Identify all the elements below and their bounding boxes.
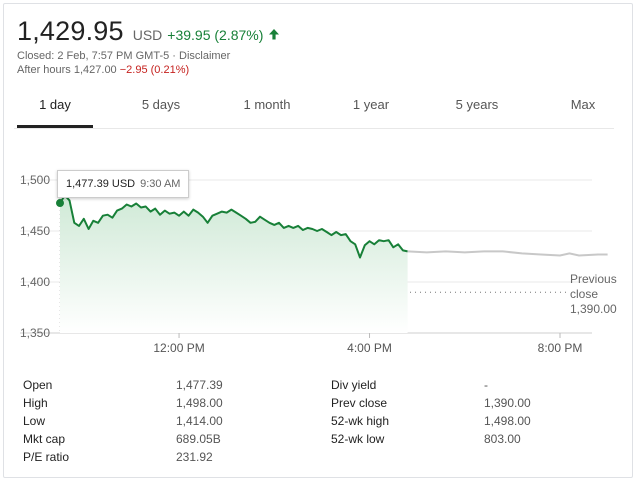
up-arrow-icon <box>269 29 280 40</box>
previous-close-value: 1,390.00 <box>570 302 617 316</box>
stat-row: Prev close 1,390.00 <box>331 394 531 412</box>
tab-5-years[interactable]: 5 years <box>455 97 499 112</box>
after-hours-line <box>407 250 608 257</box>
active-tab-indicator <box>17 125 93 128</box>
price-tooltip: 1,477.39 USD 9:30 AM <box>57 170 190 198</box>
stat-value: 803.00 <box>484 432 521 446</box>
y-tick-label: 1,450 <box>20 224 50 238</box>
closed-status: Closed: 2 Feb, 7:57 PM GMT-5 · Disclaime… <box>17 50 231 62</box>
stat-value: - <box>484 378 488 392</box>
x-tick-label: 12:00 PM <box>153 341 204 355</box>
stat-value: 231.92 <box>176 450 213 464</box>
price-change: +39.95 (2.87%) <box>167 27 264 43</box>
range-tabs: 1 day 5 days 1 month 1 year 5 years Max <box>14 90 614 129</box>
stat-value: 1,498.00 <box>484 414 531 428</box>
tab-1-month[interactable]: 1 month <box>243 97 291 112</box>
y-tick-label: 1,350 <box>20 326 50 340</box>
stat-value: 1,414.00 <box>176 414 223 428</box>
y-tick-label: 1,500 <box>20 173 50 187</box>
regular-session-line <box>59 194 408 259</box>
stat-label: Prev close <box>331 396 388 410</box>
stat-row: High 1,498.00 <box>23 394 223 412</box>
stat-label: 52-wk high <box>331 414 390 428</box>
y-tick-label: 1,400 <box>20 275 50 289</box>
stat-row: Open 1,477.39 <box>23 376 223 394</box>
tab-max[interactable]: Max <box>570 97 596 112</box>
tooltip-time: 9:30 AM <box>140 178 181 190</box>
open-marker-dot <box>56 199 64 208</box>
currency-label: USD <box>132 27 163 43</box>
stat-row: P/E ratio 231.92 <box>23 448 223 466</box>
stat-label: High <box>23 396 48 410</box>
regular-session-area <box>60 195 408 333</box>
previous-close-label: Previous close 1,390.00 <box>570 272 630 317</box>
after-hours-price: After hours 1,427.00 <box>17 64 117 76</box>
stat-label: 52-wk low <box>331 432 385 446</box>
stat-label: P/E ratio <box>23 450 70 464</box>
price-chart[interactable]: 1,500 1,450 1,400 1,350 12:00 PM 4:00 PM 8:00 … <box>0 160 639 360</box>
tab-1-day[interactable]: 1 day <box>39 97 71 112</box>
tooltip-value: 1,477.39 USD <box>66 178 136 190</box>
after-hours-line: After hours 1,427.00 −2.95 (0.21%) <box>17 64 189 76</box>
stat-label: Open <box>23 378 53 392</box>
tab-5-days[interactable]: 5 days <box>141 97 181 112</box>
stat-value: 1,477.39 <box>176 378 223 392</box>
stat-row: Low 1,414.00 <box>23 412 223 430</box>
tab-1-year[interactable]: 1 year <box>352 97 390 112</box>
stats-right: Div yield - Prev close 1,390.00 52-wk high… <box>331 376 531 448</box>
x-tick-label: 4:00 PM <box>347 341 392 355</box>
stat-row: Div yield - <box>331 376 531 394</box>
stat-value: 1,390.00 <box>484 396 531 410</box>
stat-value: 689.05B <box>176 432 221 446</box>
stat-row: 52-wk low 803.00 <box>331 430 531 448</box>
stat-row: 52-wk high 1,498.00 <box>331 412 531 430</box>
stat-value: 1,498.00 <box>176 396 223 410</box>
stat-row: Mkt cap 689.05B <box>23 430 223 448</box>
stat-label: Mkt cap <box>23 432 66 446</box>
price-row: 1,429.95 USD +39.95 (2.87%) <box>17 16 280 48</box>
previous-close-text: Previous <box>570 272 617 286</box>
previous-close-text-2: close <box>570 287 599 301</box>
stock-quote-card <box>3 3 633 478</box>
stat-label: Div yield <box>331 378 377 392</box>
after-hours-change: −2.95 (0.21%) <box>119 64 190 76</box>
current-price: 1,429.95 <box>17 16 124 46</box>
stats-left: Open 1,477.39 High 1,498.00 Low 1,414.00 Mk… <box>23 376 223 466</box>
x-tick-label: 8:00 PM <box>538 341 583 355</box>
stat-label: Low <box>23 414 46 428</box>
